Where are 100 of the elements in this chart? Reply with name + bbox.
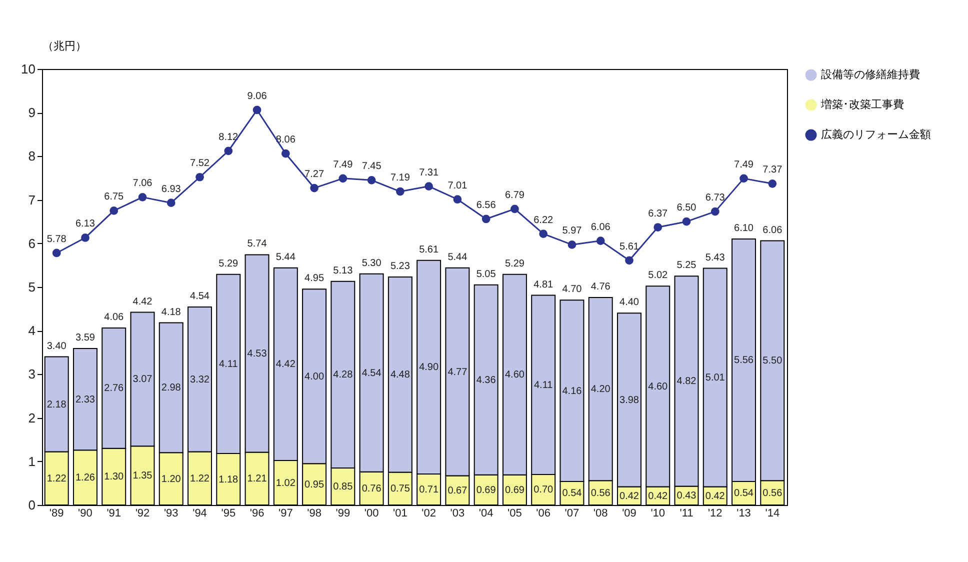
data-label: 4.11 bbox=[534, 380, 554, 391]
point bbox=[740, 174, 748, 183]
point bbox=[367, 176, 376, 184]
point bbox=[138, 193, 147, 202]
x-tick-label: '07 bbox=[564, 508, 580, 520]
x-tick-label: '92 bbox=[135, 508, 150, 520]
data-label: 5.61 bbox=[620, 241, 640, 252]
point bbox=[568, 240, 576, 249]
point bbox=[539, 230, 548, 238]
y-tick-label: 10 bbox=[21, 62, 36, 76]
data-label: 4.16 bbox=[562, 386, 582, 397]
x-tick-label: '00 bbox=[364, 508, 379, 520]
data-label: 7.52 bbox=[190, 158, 210, 170]
data-label: 0.54 bbox=[734, 488, 754, 500]
data-label: 1.30 bbox=[104, 472, 124, 483]
data-label: 4.36 bbox=[476, 374, 496, 386]
point bbox=[482, 214, 490, 224]
point bbox=[81, 234, 90, 242]
data-label: 4.90 bbox=[419, 362, 439, 374]
point bbox=[166, 198, 176, 208]
data-label: 0.69 bbox=[504, 484, 525, 496]
data-label: 0.69 bbox=[476, 484, 496, 496]
data-label: 2.33 bbox=[76, 394, 96, 406]
data-label: 4.60 bbox=[648, 381, 668, 392]
data-label: 6.22 bbox=[534, 214, 554, 226]
data-label: 0.56 bbox=[590, 488, 611, 499]
point bbox=[52, 248, 61, 258]
data-label: 4.11 bbox=[219, 358, 238, 370]
data-label: 6.56 bbox=[476, 200, 496, 211]
data-label: 7.27 bbox=[304, 169, 324, 180]
data-label: 4.82 bbox=[676, 376, 697, 388]
data-label: 7.49 bbox=[734, 159, 754, 170]
x-tick-label: '02 bbox=[422, 508, 436, 520]
data-label: 2.98 bbox=[161, 382, 182, 394]
y-tick-label: 9 bbox=[28, 105, 36, 120]
data-label: 4.54 bbox=[362, 368, 382, 379]
data-label: 5.01 bbox=[705, 372, 726, 384]
data-label: 0.43 bbox=[676, 490, 697, 502]
data-label: 0.54 bbox=[562, 488, 582, 500]
y-tick-label: 5 bbox=[28, 280, 36, 294]
total-label: 5.25 bbox=[676, 260, 697, 272]
x-tick-label: '98 bbox=[307, 508, 322, 520]
data-label: 0.56 bbox=[762, 488, 783, 499]
y-tick-label: 2 bbox=[28, 410, 36, 426]
point bbox=[654, 223, 662, 232]
x-tick-label: '89 bbox=[49, 508, 64, 520]
x-tick-label: '03 bbox=[450, 508, 465, 520]
point bbox=[596, 236, 605, 245]
data-label: 0.42 bbox=[705, 490, 726, 502]
data-label: 6.75 bbox=[104, 192, 124, 203]
data-label: 8.12 bbox=[218, 132, 239, 143]
data-label: 0.95 bbox=[304, 479, 324, 490]
total-label: 6.10 bbox=[734, 223, 754, 234]
data-label: 3.07 bbox=[132, 374, 153, 386]
total-label: 5.43 bbox=[705, 252, 726, 264]
data-label: 1.20 bbox=[161, 474, 182, 485]
x-tick-label: '91 bbox=[106, 508, 122, 520]
total-label: 5.02 bbox=[648, 270, 668, 282]
total-label: 5.29 bbox=[504, 258, 525, 270]
data-label: 6.73 bbox=[705, 192, 726, 204]
x-tick-label: '14 bbox=[765, 508, 780, 520]
data-label: 6.06 bbox=[590, 222, 611, 233]
data-label: 5.56 bbox=[734, 355, 754, 366]
x-tick-label: '09 bbox=[622, 508, 636, 520]
x-tick-label: '97 bbox=[278, 508, 293, 520]
data-label: 1.18 bbox=[218, 474, 239, 486]
total-label: 5.44 bbox=[448, 252, 468, 263]
total-label: 5.61 bbox=[419, 244, 439, 256]
total-label: 4.70 bbox=[562, 284, 582, 296]
total-label: 4.95 bbox=[304, 273, 324, 284]
data-label: 1.35 bbox=[132, 470, 153, 482]
point bbox=[338, 174, 348, 183]
data-label: 1.22 bbox=[46, 473, 67, 484]
point bbox=[224, 146, 233, 156]
x-tick-label: '93 bbox=[164, 508, 178, 520]
x-tick-label: '94 bbox=[192, 508, 207, 520]
data-label: 0.71 bbox=[419, 484, 439, 496]
total-label: 5.44 bbox=[276, 252, 296, 263]
data-label: 7.49 bbox=[333, 159, 354, 170]
y-tick-label: 3 bbox=[28, 366, 36, 382]
total-label: 5.23 bbox=[390, 260, 410, 272]
x-tick-label: '12 bbox=[708, 508, 722, 520]
total-label: 5.05 bbox=[476, 268, 496, 280]
y-tick-label: 8 bbox=[28, 148, 36, 164]
data-label: 2.76 bbox=[104, 383, 124, 394]
point bbox=[196, 172, 204, 182]
data-label: 3.32 bbox=[190, 374, 210, 386]
point bbox=[682, 217, 691, 226]
total-label: 4.76 bbox=[590, 281, 611, 292]
data-label: 0.42 bbox=[648, 490, 668, 502]
point bbox=[396, 187, 404, 196]
total-label: 6.06 bbox=[762, 224, 783, 236]
data-label: 4.28 bbox=[333, 370, 354, 381]
data-label: 6.13 bbox=[76, 218, 96, 230]
x-tick-label: '06 bbox=[536, 508, 551, 520]
point bbox=[310, 184, 318, 192]
x-tick-label: '10 bbox=[650, 508, 666, 520]
data-label: 7.06 bbox=[132, 178, 153, 190]
data-label: 5.97 bbox=[562, 226, 582, 237]
data-label: 2.18 bbox=[46, 399, 67, 410]
